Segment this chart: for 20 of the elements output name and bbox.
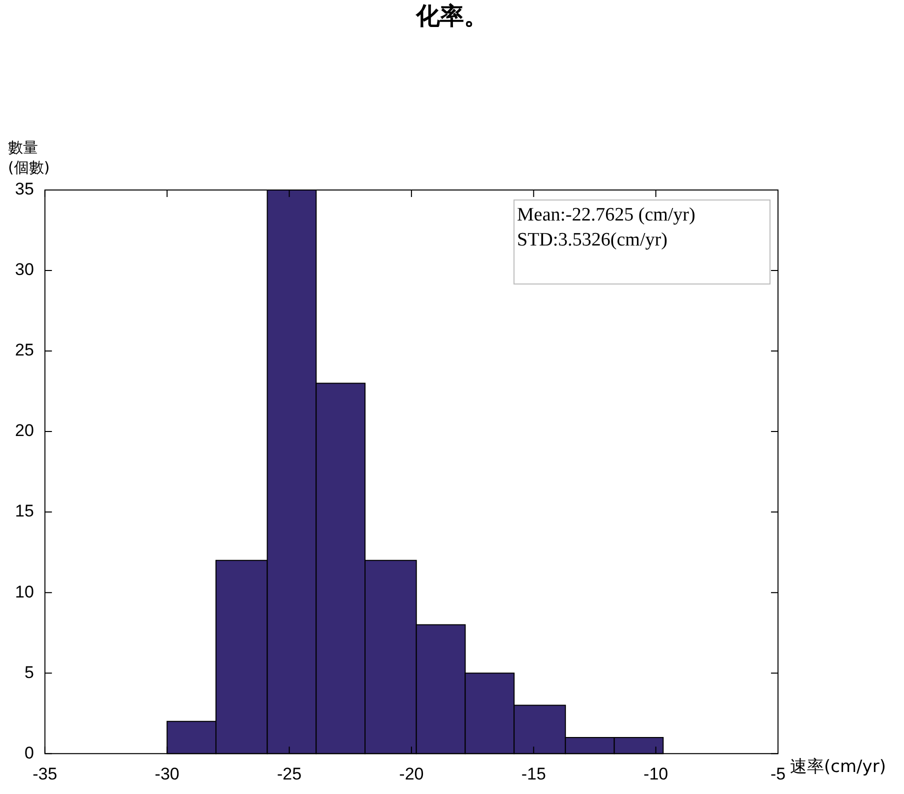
x-tick-label: -5	[770, 764, 786, 784]
y-axis-title: 數量 (個數)	[8, 138, 50, 176]
x-tick-label: -15	[521, 764, 546, 784]
y-tick-label: 15	[14, 502, 34, 521]
y-tick-label: 10	[14, 582, 34, 602]
annotation: STD:3.5326(cm/yr)	[517, 229, 668, 250]
chart-title: 化率。	[415, 1, 488, 30]
y-tick-label: 20	[14, 421, 34, 440]
y-tick-label: 35	[14, 180, 34, 199]
x-tick-label: -10	[644, 764, 668, 784]
x-tick-label: -35	[32, 764, 58, 784]
x-axis-title: 速率(cm/yr)	[790, 757, 886, 778]
x-tick-label: -20	[399, 764, 424, 784]
y-tick-label: 0	[24, 743, 34, 762]
x-tick-label: -25	[276, 764, 302, 784]
y-tick-label: 25	[14, 340, 34, 360]
y-tick-label: 5	[24, 662, 34, 682]
x-tick-label: -30	[154, 764, 180, 784]
y-tick-label: 30	[14, 260, 34, 280]
annotation: Mean:-22.7625 (cm/yr)	[517, 204, 696, 226]
